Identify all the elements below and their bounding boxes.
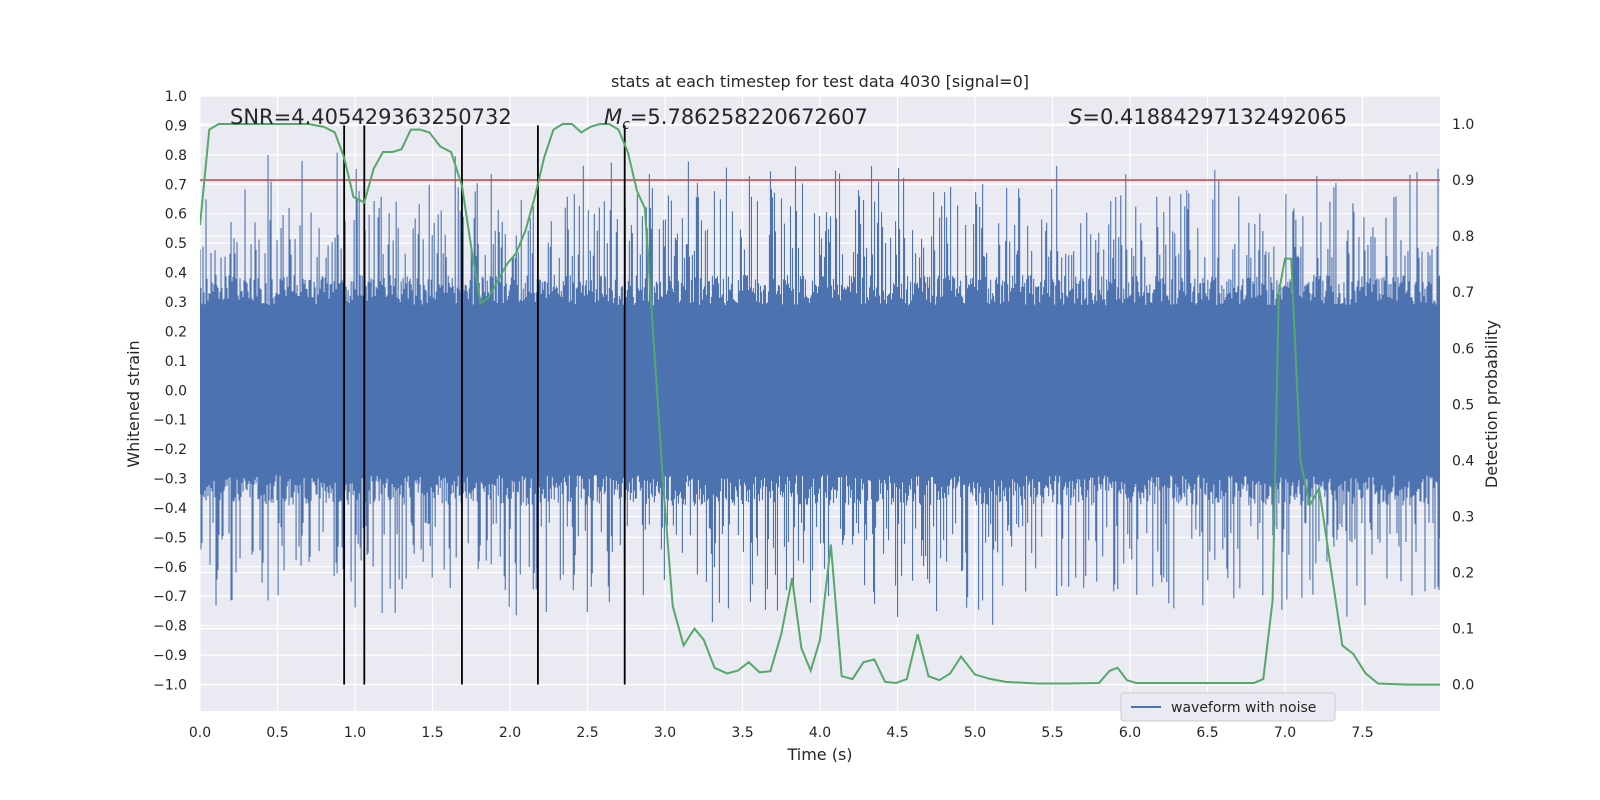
- y-right-tick-label: 0.3: [1452, 509, 1474, 525]
- x-tick-labels: 0.0 0.5 1.0 1.5 2.0 2.5 3.0 3.5 4.0 4.5 5.0 5.5 6.0 6…: [189, 725, 1374, 741]
- y-right-tick-label: 0.7: [1452, 285, 1474, 301]
- y-left-tick-label: 0.0: [165, 383, 187, 399]
- x-tick-label: 0.5: [266, 725, 288, 741]
- y-right-tick-label: 0.9: [1452, 173, 1474, 189]
- y-right-tick-label: 0.2: [1452, 566, 1474, 582]
- y-right-tick-label: 1.0: [1452, 117, 1474, 133]
- x-tick-label: 1.5: [421, 725, 443, 741]
- x-tick-label: 7.5: [1351, 725, 1373, 741]
- y-axis-label-left: Whitened strain: [124, 340, 143, 467]
- x-tick-label: 2.0: [499, 725, 521, 741]
- x-tick-label: 3.5: [731, 725, 753, 741]
- y-left-tick-label: −1.0: [153, 678, 187, 694]
- legend: waveform with noise: [1120, 692, 1336, 722]
- waveform-trace: [200, 152, 1440, 625]
- y-right-tick-label: 0.8: [1452, 229, 1474, 245]
- x-tick-label: 5.0: [964, 725, 986, 741]
- y-right-tick-label: 0.6: [1452, 341, 1474, 357]
- y-left-tick-label: 0.9: [165, 118, 187, 134]
- x-tick-label: 6.5: [1196, 725, 1218, 741]
- x-axis-label: Time (s): [786, 745, 852, 764]
- y-axis-label-right: Detection probability: [1482, 320, 1501, 488]
- y-left-tick-label: 0.3: [165, 295, 187, 311]
- legend-label: waveform with noise: [1171, 700, 1316, 716]
- y-left-tick-label: −0.4: [153, 501, 187, 517]
- x-tick-label: 4.0: [809, 725, 831, 741]
- probability-line: [200, 123, 1440, 686]
- y-left-tick-label: −0.3: [153, 472, 187, 488]
- x-tick-label: 2.5: [576, 725, 598, 741]
- legend-box: [1120, 692, 1336, 722]
- y-right-tick-label: 0.4: [1452, 453, 1474, 469]
- y-left-tick-label: 0.7: [165, 177, 187, 193]
- snr-annotation: SNR=4.405429363250732: [230, 105, 512, 129]
- y-left-tick-label: 1.0: [165, 89, 187, 105]
- x-tick-label: 6.0: [1119, 725, 1141, 741]
- y-left-tick-label: 0.8: [165, 148, 187, 164]
- y-left-tick-label: 0.6: [165, 207, 187, 223]
- y-right-tick-labels: 1.0 0.9 0.8 0.7 0.6 0.5 0.4 0.3 0.2 0.1 0.0: [1452, 117, 1474, 694]
- chart-title: stats at each timestep for test data 403…: [611, 72, 1029, 91]
- y-left-tick-label: −0.1: [153, 413, 187, 429]
- y-left-tick-labels: 1.0 0.9 0.8 0.7 0.6 0.5 0.4 0.3 0.2 0.1 0.0 −0.1 −0.…: [153, 89, 187, 694]
- chirp-mass-value: =5.786258220672607: [630, 105, 868, 129]
- y-left-tick-label: 0.4: [165, 266, 187, 282]
- marker-lines: [343, 125, 626, 685]
- s-annotation: S=0.41884297132492065: [1069, 105, 1347, 129]
- x-tick-label: 1.0: [344, 725, 366, 741]
- y-right-tick-label: 0.5: [1452, 397, 1474, 413]
- chirp-mass-subscript: c: [622, 117, 630, 133]
- y-left-tick-label: −0.5: [153, 530, 187, 546]
- x-tick-label: 0.0: [189, 725, 211, 741]
- y-left-tick-label: −0.2: [153, 442, 187, 458]
- x-tick-label: 7.0: [1274, 725, 1296, 741]
- y-left-tick-label: −0.9: [153, 648, 187, 664]
- x-tick-label: 3.0: [654, 725, 676, 741]
- y-left-tick-label: −0.8: [153, 619, 187, 635]
- y-left-tick-label: 0.2: [165, 324, 187, 340]
- y-left-tick-label: 0.1: [165, 354, 187, 370]
- y-left-tick-label: −0.6: [153, 560, 187, 576]
- y-left-tick-label: −0.7: [153, 589, 187, 605]
- s-symbol: S: [1069, 105, 1082, 129]
- y-left-tick-label: 0.5: [165, 236, 187, 252]
- y-right-tick-label: 0.0: [1452, 678, 1474, 694]
- x-tick-label: 5.5: [1041, 725, 1063, 741]
- s-value: =0.41884297132492065: [1082, 105, 1347, 129]
- chirp-mass-annotation: Mc=5.786258220672607: [604, 105, 868, 133]
- x-tick-label: 4.5: [886, 725, 908, 741]
- chirp-mass-symbol: M: [604, 105, 622, 129]
- y-right-tick-label: 0.1: [1452, 622, 1474, 638]
- waveform-series: [200, 152, 1440, 625]
